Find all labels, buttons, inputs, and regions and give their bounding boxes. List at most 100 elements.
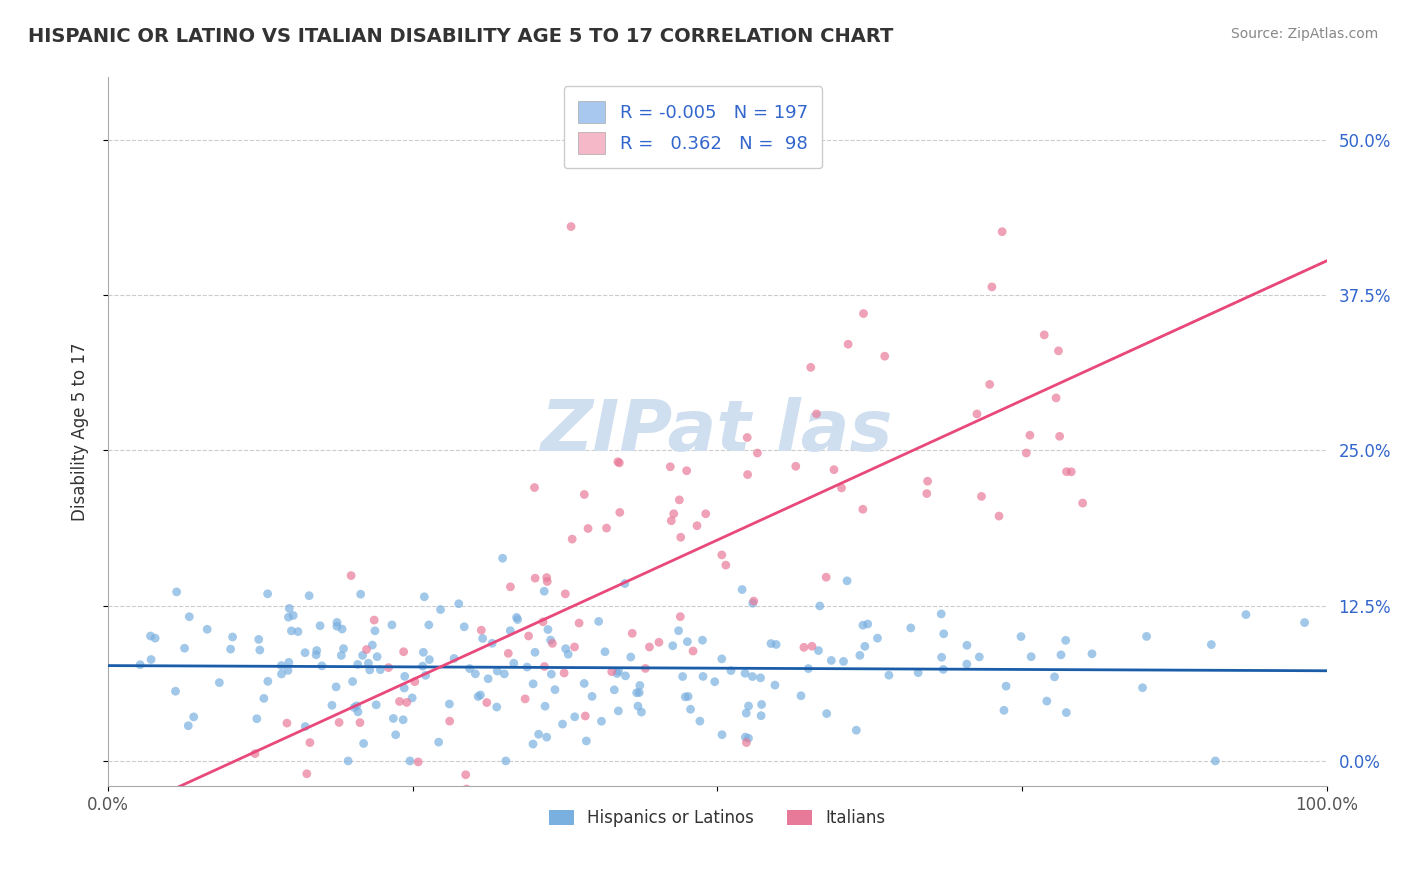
Hispanics or Latinos <box>720 664 742 678</box>
Italians <box>686 518 709 533</box>
Italians <box>568 615 591 630</box>
Hispanics or Latinos <box>993 703 1015 717</box>
Italians <box>295 766 318 780</box>
Italians <box>800 360 823 375</box>
Italians <box>988 509 1011 524</box>
Hispanics or Latinos <box>1054 633 1077 648</box>
Hispanics or Latinos <box>330 622 353 636</box>
Hispanics or Latinos <box>630 705 652 719</box>
Hispanics or Latinos <box>471 632 494 646</box>
Italians <box>606 455 628 469</box>
Hispanics or Latinos <box>735 706 758 720</box>
Hispanics or Latinos <box>564 710 586 724</box>
Hispanics or Latinos <box>849 648 872 663</box>
Hispanics or Latinos <box>995 679 1018 693</box>
Italians <box>638 640 661 654</box>
Italians <box>831 481 853 495</box>
Italians <box>395 695 418 709</box>
Hispanics or Latinos <box>359 663 381 677</box>
Hispanics or Latinos <box>394 681 416 695</box>
Hispanics or Latinos <box>346 657 368 672</box>
Hispanics or Latinos <box>534 699 557 714</box>
Italians <box>966 407 988 421</box>
Italians <box>873 349 896 363</box>
Hispanics or Latinos <box>470 688 492 702</box>
Hispanics or Latinos <box>179 609 201 624</box>
Hispanics or Latinos <box>900 621 922 635</box>
Hispanics or Latinos <box>929 607 952 621</box>
Hispanics or Latinos <box>797 662 820 676</box>
Hispanics or Latinos <box>737 698 759 713</box>
Hispanics or Latinos <box>370 663 392 677</box>
Hispanics or Latinos <box>852 618 875 632</box>
Hispanics or Latinos <box>257 674 280 689</box>
Italians <box>710 548 733 562</box>
Hispanics or Latinos <box>208 675 231 690</box>
Italians <box>607 456 630 470</box>
Hispanics or Latinos <box>277 656 299 670</box>
Italians <box>574 487 596 501</box>
Hispanics or Latinos <box>166 585 188 599</box>
Hispanics or Latinos <box>751 698 773 712</box>
Hispanics or Latinos <box>790 689 813 703</box>
Hispanics or Latinos <box>1010 630 1032 644</box>
Italians <box>536 574 558 589</box>
Hispanics or Latinos <box>856 617 879 632</box>
Italians <box>356 642 378 657</box>
Hispanics or Latinos <box>413 590 436 604</box>
Hispanics or Latinos <box>177 719 200 733</box>
Italians <box>498 646 520 660</box>
Hispanics or Latinos <box>581 690 603 704</box>
Italians <box>1015 446 1038 460</box>
Hispanics or Latinos <box>1050 648 1073 662</box>
Hispanics or Latinos <box>820 653 842 667</box>
Hispanics or Latinos <box>1294 615 1316 630</box>
Hispanics or Latinos <box>692 633 714 648</box>
Hispanics or Latinos <box>575 734 598 748</box>
Hispanics or Latinos <box>294 646 316 660</box>
Italians <box>682 644 704 658</box>
Italians <box>823 463 845 477</box>
Hispanics or Latinos <box>283 608 305 623</box>
Hispanics or Latinos <box>305 648 328 662</box>
Hispanics or Latinos <box>1036 694 1059 708</box>
Hispanics or Latinos <box>807 643 830 657</box>
Hispanics or Latinos <box>342 674 364 689</box>
Italians <box>560 219 582 234</box>
Hispanics or Latinos <box>429 602 451 616</box>
Hispanics or Latinos <box>506 613 529 627</box>
Italians <box>668 492 690 507</box>
Hispanics or Latinos <box>627 699 650 714</box>
Hispanics or Latinos <box>1132 681 1154 695</box>
Hispanics or Latinos <box>1135 629 1157 643</box>
Hispanics or Latinos <box>676 634 699 648</box>
Italians <box>1049 429 1071 443</box>
Italians <box>533 659 555 673</box>
Italians <box>806 407 828 421</box>
Hispanics or Latinos <box>357 657 380 671</box>
Hispanics or Latinos <box>332 641 354 656</box>
Hispanics or Latinos <box>741 669 763 683</box>
Hispanics or Latinos <box>932 627 955 641</box>
Hispanics or Latinos <box>522 677 544 691</box>
Hispanics or Latinos <box>613 576 636 591</box>
Text: Source: ZipAtlas.com: Source: ZipAtlas.com <box>1230 27 1378 41</box>
Italians <box>742 594 765 608</box>
Italians <box>852 502 875 516</box>
Italians <box>1045 391 1067 405</box>
Hispanics or Latinos <box>439 697 461 711</box>
Italians <box>669 609 692 624</box>
Italians <box>349 715 371 730</box>
Legend: Hispanics or Latinos, Italians: Hispanics or Latinos, Italians <box>543 803 893 834</box>
Italians <box>363 613 385 627</box>
Hispanics or Latinos <box>418 618 440 632</box>
Hispanics or Latinos <box>673 690 696 704</box>
Hispanics or Latinos <box>337 754 360 768</box>
Hispanics or Latinos <box>835 574 858 588</box>
Hispanics or Latinos <box>537 623 560 637</box>
Hispanics or Latinos <box>877 668 900 682</box>
Hispanics or Latinos <box>628 685 651 699</box>
Hispanics or Latinos <box>392 713 415 727</box>
Hispanics or Latinos <box>606 666 628 681</box>
Italians <box>675 464 697 478</box>
